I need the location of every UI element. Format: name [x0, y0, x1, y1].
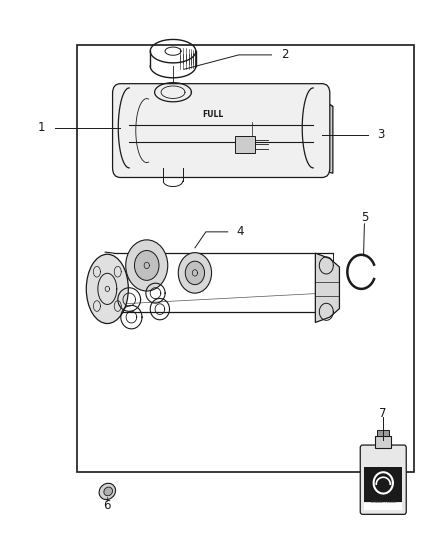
- Text: 5: 5: [361, 211, 368, 224]
- Ellipse shape: [185, 261, 205, 285]
- Text: BRAKE FLUID: BRAKE FLUID: [371, 500, 396, 504]
- Text: 1: 1: [38, 122, 46, 134]
- Ellipse shape: [99, 483, 116, 499]
- Polygon shape: [129, 261, 142, 280]
- Ellipse shape: [126, 240, 168, 291]
- Bar: [377, 430, 389, 436]
- Bar: [77, 45, 414, 472]
- FancyBboxPatch shape: [360, 445, 406, 514]
- Ellipse shape: [178, 253, 212, 293]
- Ellipse shape: [134, 251, 159, 280]
- Polygon shape: [313, 93, 333, 173]
- Ellipse shape: [104, 487, 113, 496]
- Bar: [364, 467, 402, 502]
- Bar: [236, 136, 255, 153]
- Text: 4: 4: [236, 225, 244, 238]
- Polygon shape: [129, 93, 333, 107]
- Text: 2: 2: [281, 49, 289, 61]
- Bar: [364, 503, 402, 510]
- Text: FULL: FULL: [202, 110, 223, 119]
- FancyBboxPatch shape: [113, 84, 330, 177]
- Text: 6: 6: [103, 499, 111, 512]
- Ellipse shape: [86, 254, 128, 324]
- Polygon shape: [315, 253, 339, 322]
- Text: 7: 7: [379, 407, 387, 419]
- Text: 3: 3: [378, 128, 385, 141]
- Bar: [375, 436, 391, 448]
